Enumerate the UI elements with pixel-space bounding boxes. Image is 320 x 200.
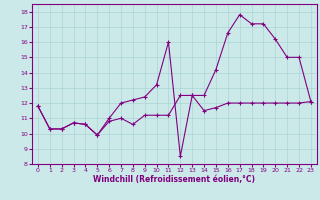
X-axis label: Windchill (Refroidissement éolien,°C): Windchill (Refroidissement éolien,°C)	[93, 175, 255, 184]
